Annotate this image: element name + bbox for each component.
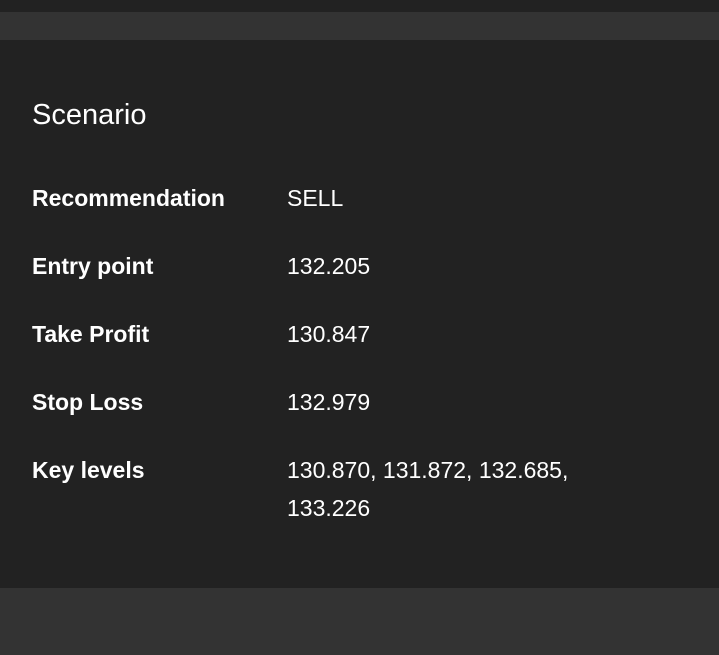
recommendation-label: Recommendation: [32, 185, 225, 211]
section-divider-bottom: [0, 588, 719, 655]
take-profit-value: 130.847: [287, 321, 371, 347]
top-bar: [0, 0, 719, 12]
stop-loss-value: 132.979: [287, 389, 371, 415]
entry-point-label: Entry point: [32, 253, 154, 279]
key-levels-label: Key levels: [32, 457, 145, 483]
section-divider-top: [0, 12, 719, 40]
recommendation-value: SELL: [287, 185, 344, 211]
take-profit-label: Take Profit: [32, 321, 150, 347]
stop-loss-label: Stop Loss: [32, 389, 144, 415]
scenario-title: Scenario: [32, 99, 147, 131]
scenario-card: Scenario Recommendation SELL Entry point…: [0, 40, 719, 588]
key-levels-value: 130.870, 131.872, 132.685, 133.226: [287, 457, 569, 521]
entry-point-value: 132.205: [287, 253, 371, 279]
